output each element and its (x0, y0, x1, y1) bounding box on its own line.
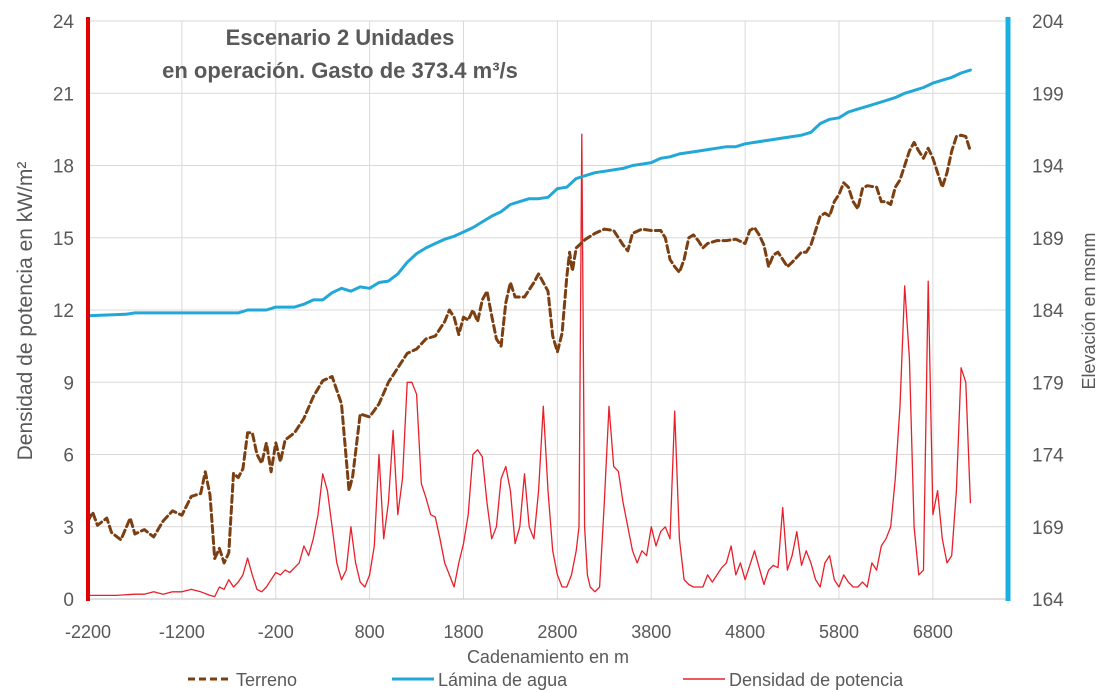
left-tick-label: 18 (53, 157, 74, 178)
right-tick-label: 184 (1032, 301, 1064, 322)
right-tick-label: 179 (1032, 373, 1064, 394)
right-tick-label: 169 (1032, 518, 1064, 539)
x-tick-label: 3800 (631, 622, 671, 642)
x-tick-label: 6800 (913, 622, 953, 642)
gridlines (88, 20, 1008, 600)
densidad-line (87, 133, 972, 598)
legend-densidad-label: Densidad de potencia (729, 670, 904, 690)
left-tick-label: 6 (63, 446, 74, 467)
series-group (86, 68, 972, 598)
x-tick-label: 800 (355, 622, 385, 642)
legend-lamina-label: Lámina de agua (438, 670, 568, 690)
right-tick-label: 204 (1032, 12, 1064, 33)
left-tick-label: 21 (53, 84, 74, 105)
x-tick-label: 1800 (443, 622, 483, 642)
terreno-line (86, 133, 972, 565)
x-tick-label: 2800 (537, 622, 577, 642)
x-axis-label: Cadenamiento en m (467, 647, 629, 667)
x-tick-label: 4800 (725, 622, 765, 642)
right-tick-label: 189 (1032, 229, 1064, 250)
right-tick-label: 174 (1032, 446, 1064, 467)
chart-subtitle: en operación. Gasto de 373.4 m³/s (162, 58, 518, 83)
left-tick-label: 24 (53, 12, 75, 33)
lamina-line (86, 68, 972, 318)
left-tick-label: 15 (53, 229, 74, 250)
x-tick-label: 5800 (819, 622, 859, 642)
x-tick-label: -200 (258, 622, 294, 642)
left-axis-label: Densidad de potencia en kW/m² (14, 162, 37, 461)
axes (86, 17, 1011, 601)
right-tick-label: 194 (1032, 157, 1064, 178)
right-tick-label: 164 (1032, 590, 1064, 611)
tick-labels: -2200 -1200 -200 800 1800 2800 3800 4800 5800 680… (53, 12, 1064, 642)
left-tick-label: 9 (63, 373, 74, 394)
chart-title: Escenario 2 Unidades (226, 25, 455, 50)
legend: Terreno Lámina de agua Densidad de potenci… (188, 670, 904, 690)
right-axis-label: Elevación en msnm (1079, 232, 1097, 389)
left-tick-label: 0 (63, 590, 74, 611)
legend-terreno-label: Terreno (236, 670, 297, 690)
left-tick-label: 3 (63, 518, 74, 539)
right-tick-label: 199 (1032, 84, 1064, 105)
x-tick-label: -1200 (159, 622, 205, 642)
x-tick-label: -2200 (65, 622, 111, 642)
left-tick-label: 12 (53, 301, 74, 322)
